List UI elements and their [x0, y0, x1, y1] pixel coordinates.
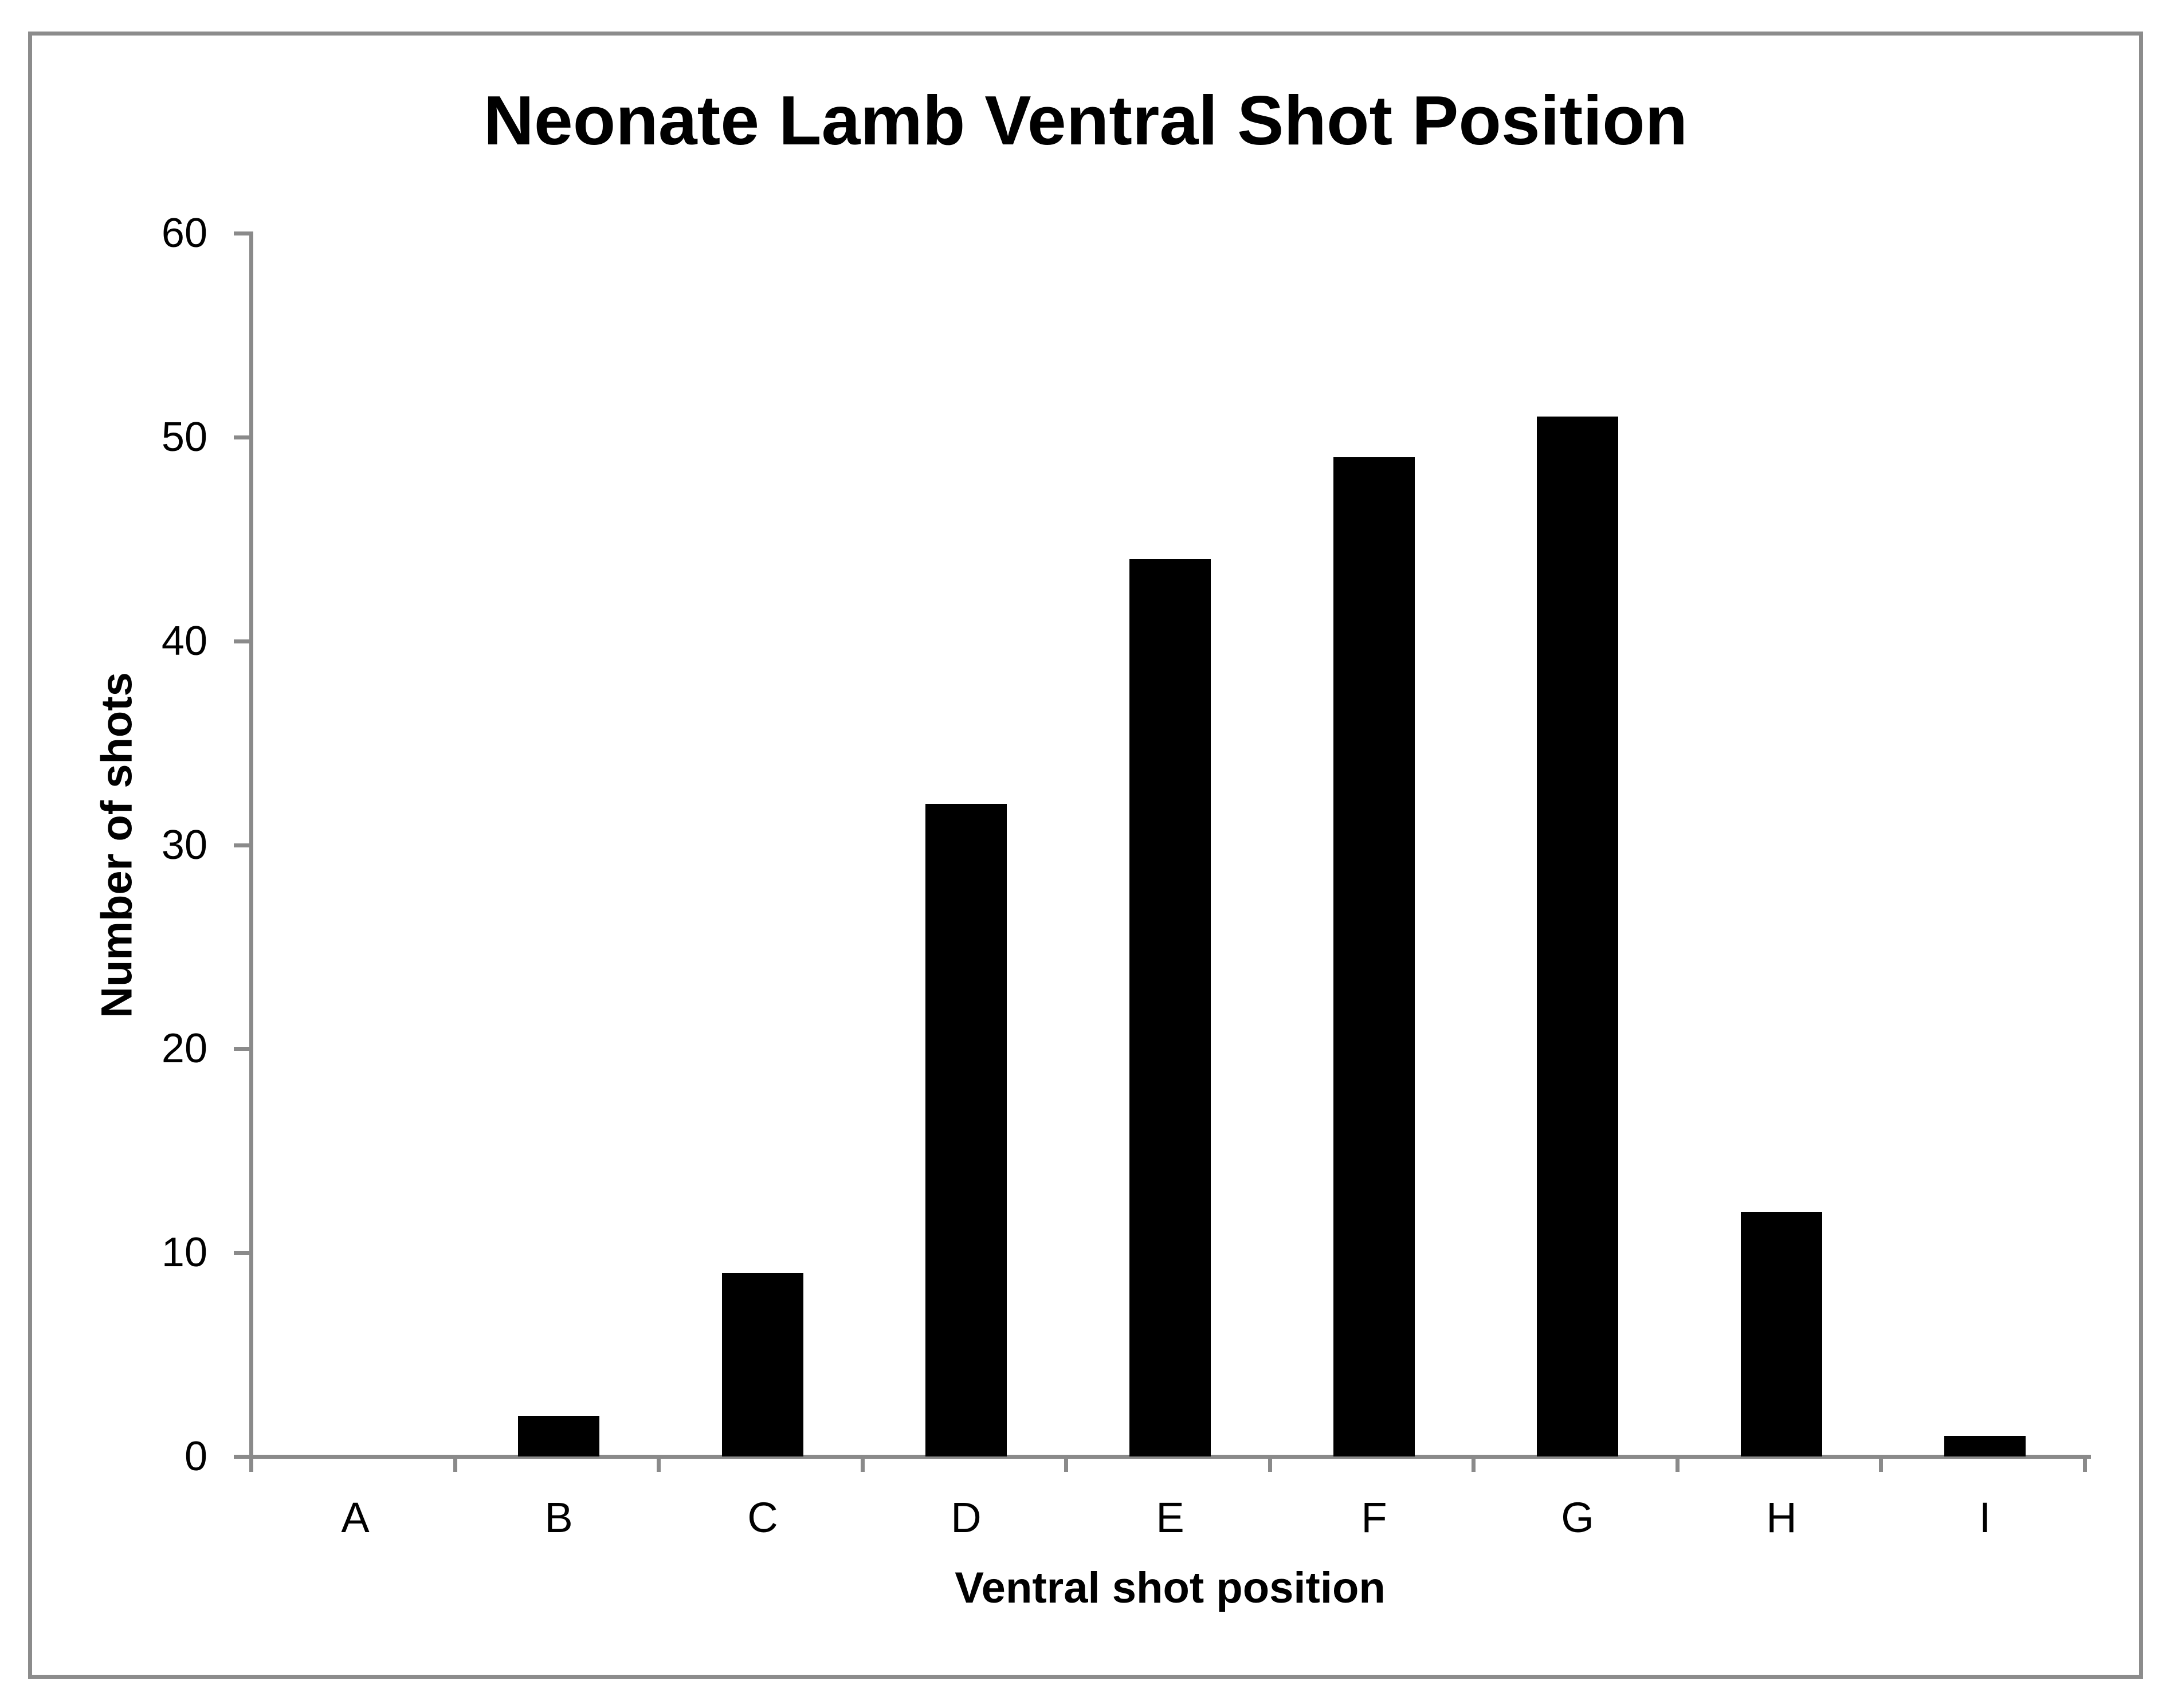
y-tick-label-30: 30: [161, 822, 207, 868]
y-tick-label-10: 10: [161, 1230, 207, 1275]
y-tick-0: [234, 1455, 249, 1459]
y-axis-line: [249, 231, 253, 1472]
bar-D: [925, 804, 1007, 1456]
bar-H: [1741, 1212, 1822, 1456]
y-tick-label-40: 40: [161, 618, 207, 664]
x-tick-1: [453, 1456, 457, 1472]
y-tick-label-60: 60: [161, 210, 207, 256]
x-tick-7: [1676, 1456, 1680, 1472]
y-tick-label-50: 50: [161, 414, 207, 460]
x-tick-9: [2083, 1456, 2087, 1472]
x-category-label-A: A: [341, 1494, 370, 1541]
x-tick-8: [1879, 1456, 1883, 1472]
chart-title: Neonate Lamb Ventral Shot Position: [483, 81, 1688, 159]
x-category-label-E: E: [1156, 1494, 1184, 1541]
x-category-label-C: C: [747, 1494, 778, 1541]
x-tick-3: [861, 1456, 865, 1472]
bar-E: [1129, 559, 1211, 1456]
x-category-label-F: F: [1361, 1494, 1387, 1541]
x-category-label-B: B: [544, 1494, 573, 1541]
x-tick-6: [1472, 1456, 1476, 1472]
x-category-label-H: H: [1766, 1494, 1797, 1541]
y-tick-label-20: 20: [161, 1026, 207, 1071]
x-tick-4: [1064, 1456, 1068, 1472]
bar-C: [722, 1273, 803, 1456]
x-category-label-I: I: [1979, 1494, 1991, 1541]
x-tick-0: [249, 1456, 253, 1472]
y-tick-50: [234, 435, 249, 439]
bar-B: [518, 1416, 599, 1456]
y-tick-10: [234, 1251, 249, 1255]
y-tick-60: [234, 231, 249, 235]
y-tick-label-0: 0: [184, 1434, 207, 1479]
x-category-label-G: G: [1561, 1494, 1594, 1541]
y-tick-20: [234, 1047, 249, 1051]
x-axis-title: Ventral shot position: [955, 1564, 1386, 1612]
x-tick-5: [1268, 1456, 1272, 1472]
x-axis-line: [249, 1455, 2091, 1459]
y-tick-40: [234, 639, 249, 643]
x-tick-2: [657, 1456, 661, 1472]
bar-F: [1333, 457, 1415, 1456]
chart-frame: [28, 32, 2143, 1679]
bar-G: [1537, 417, 1618, 1456]
y-tick-30: [234, 843, 249, 847]
x-category-label-D: D: [951, 1494, 982, 1541]
bar-I: [1944, 1436, 2026, 1456]
